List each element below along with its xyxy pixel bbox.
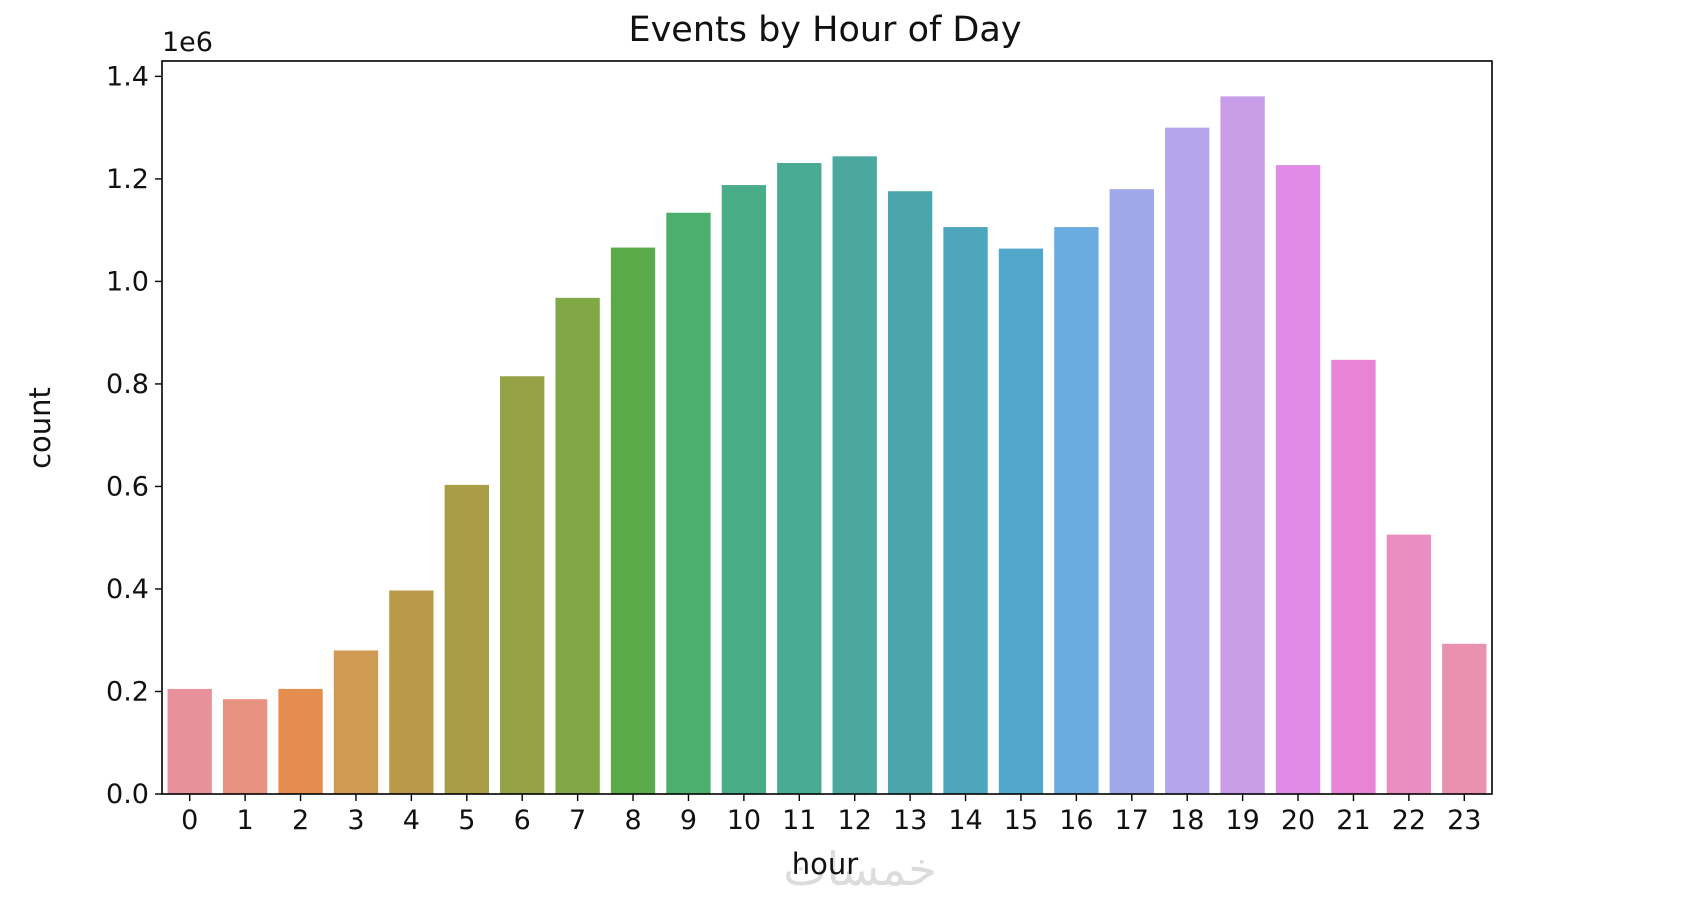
- x-tick-label: 7: [569, 805, 586, 836]
- x-axis-title: hour: [792, 847, 859, 881]
- bar-hour-16: [1054, 227, 1099, 794]
- y-tick-label: 1.0: [106, 266, 149, 297]
- bar-hour-20: [1275, 165, 1321, 794]
- bar-hour-23: [1442, 643, 1487, 794]
- x-tick-label: 0: [181, 805, 198, 836]
- y-axis-offset-label: 1e6: [162, 27, 213, 58]
- watermark: خمسات: [783, 842, 936, 896]
- bar-hour-15: [998, 248, 1044, 795]
- bar-hour-19: [1220, 96, 1265, 795]
- bar-hour-21: [1331, 359, 1376, 794]
- x-tick-label: 5: [458, 805, 475, 836]
- bar-hour-14: [943, 227, 988, 794]
- bar-hour-8: [610, 247, 656, 794]
- bar-hour-7: [555, 297, 600, 794]
- bar-hour-11: [777, 163, 822, 794]
- bar-hour-9: [666, 212, 711, 795]
- x-tick-label: 21: [1336, 805, 1370, 836]
- y-tick-label: 0.2: [106, 676, 149, 707]
- x-tick-label: 1: [237, 805, 254, 836]
- bars-group: [167, 96, 1487, 795]
- x-tick-label: 10: [727, 805, 761, 836]
- bar-hour-13: [887, 191, 933, 794]
- bar-hour-2: [278, 688, 323, 794]
- y-tick-label: 0.6: [106, 471, 149, 502]
- bar-hour-12: [832, 156, 877, 795]
- x-tick-label: 14: [948, 805, 982, 836]
- y-tick-label: 0.0: [106, 779, 149, 810]
- x-tick-label: 17: [1115, 805, 1149, 836]
- x-tick-label: 4: [403, 805, 420, 836]
- bar-hour-3: [333, 650, 379, 794]
- x-tick-label: 23: [1447, 805, 1481, 836]
- x-tick-label: 2: [292, 805, 309, 836]
- x-tick-label: 13: [893, 805, 927, 836]
- x-tick-label: 20: [1281, 805, 1315, 836]
- x-tick-label: 19: [1225, 805, 1259, 836]
- y-tick-label: 0.8: [106, 369, 149, 400]
- y-tick-label: 1.2: [106, 164, 149, 195]
- x-tick-label: 6: [514, 805, 531, 836]
- x-tick-label: 12: [838, 805, 872, 836]
- x-tick-label: 11: [782, 805, 816, 836]
- bar-hour-22: [1386, 534, 1432, 794]
- bar-hour-6: [500, 376, 545, 794]
- x-tick-label: 8: [624, 805, 641, 836]
- bar-hour-0: [167, 688, 212, 794]
- y-axis: 0.0 0.2 0.4 0.6 0.8 1.0 1.2 1.4: [106, 61, 162, 810]
- x-tick-label: 18: [1170, 805, 1204, 836]
- y-axis-title: count: [23, 387, 57, 469]
- bar-hour-4: [389, 590, 434, 794]
- chart-title: Events by Hour of Day: [628, 10, 1021, 50]
- bar-hour-17: [1109, 189, 1154, 794]
- bar-hour-10: [721, 185, 767, 795]
- x-tick-label: 15: [1004, 805, 1038, 836]
- x-tick-label: 3: [347, 805, 364, 836]
- y-tick-label: 0.4: [106, 574, 149, 605]
- plot-frame: [161, 60, 1493, 795]
- x-tick-label: 16: [1059, 805, 1093, 836]
- bar-hour-1: [222, 699, 268, 794]
- x-axis: 0 1 2 3 4 5 6 7 8 9 10 11 12 13 14 15 16 17 18 19 20 21 22 23: [181, 794, 1481, 836]
- x-tick-label: 22: [1392, 805, 1426, 836]
- bar-hour-5: [444, 484, 489, 794]
- y-tick-label: 1.4: [106, 61, 149, 92]
- x-tick-label: 9: [680, 805, 697, 836]
- bar-hour-18: [1165, 127, 1210, 794]
